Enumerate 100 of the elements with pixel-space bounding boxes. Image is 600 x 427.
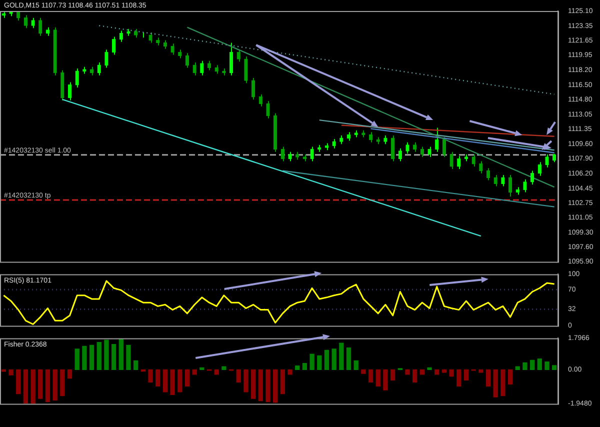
bar [38, 369, 43, 399]
bar [184, 369, 190, 386]
bar [222, 366, 226, 370]
candlestick [104, 49, 108, 68]
bar [126, 344, 131, 370]
bar [96, 342, 102, 370]
bar [82, 346, 87, 370]
bar [236, 369, 241, 382]
bar [354, 360, 358, 370]
bar [89, 344, 94, 370]
candlestick [266, 100, 270, 119]
bar [500, 369, 506, 396]
candlestick [472, 154, 476, 167]
candlestick [148, 32, 152, 44]
candlestick [523, 178, 527, 193]
candlestick [442, 136, 446, 158]
candlestick [545, 154, 549, 168]
bar [324, 350, 330, 370]
bar [339, 342, 344, 370]
candlestick [60, 70, 64, 101]
candlestick [68, 82, 72, 101]
candlestick [420, 146, 424, 158]
bar [170, 369, 175, 396]
bar [346, 347, 352, 370]
bar [295, 365, 300, 370]
candlestick [530, 170, 534, 185]
candlestick [38, 17, 42, 36]
bar [464, 369, 469, 381]
bar [280, 369, 285, 394]
bar [178, 369, 182, 392]
bar [508, 369, 513, 385]
bar [442, 369, 447, 373]
bar [376, 369, 380, 386]
bar [162, 369, 168, 392]
bar [134, 360, 138, 370]
bar [111, 344, 116, 370]
candlestick [192, 62, 196, 76]
bar [45, 369, 50, 402]
candlestick [170, 43, 174, 56]
bar [118, 338, 124, 370]
bar [449, 369, 454, 377]
bar [405, 369, 410, 375]
bar [288, 369, 292, 375]
bar [16, 369, 21, 394]
bar [310, 354, 314, 370]
bar [52, 369, 58, 400]
bar [317, 355, 322, 370]
candlestick [398, 148, 402, 162]
bar [104, 340, 109, 370]
bar [544, 361, 550, 370]
bar [427, 367, 432, 370]
bar [412, 369, 418, 382]
bar [537, 358, 542, 370]
bar [361, 369, 366, 374]
bar [522, 362, 528, 370]
bar [266, 369, 270, 402]
bar [383, 369, 388, 390]
bar [390, 369, 396, 381]
bar [8, 369, 14, 376]
candlestick [251, 77, 256, 100]
bar [515, 366, 520, 370]
bar [67, 369, 72, 379]
bar [478, 369, 484, 373]
candlestick [413, 142, 417, 152]
candlestick [450, 151, 454, 170]
bar [486, 369, 491, 386]
candlestick [207, 60, 212, 71]
candlestick [332, 138, 336, 149]
bar [148, 369, 153, 382]
bar [493, 369, 498, 398]
bar [250, 369, 256, 399]
bar [156, 369, 160, 386]
candlestick [244, 56, 248, 84]
candlestick [428, 146, 432, 158]
candlestick [310, 146, 314, 162]
bar [273, 369, 278, 403]
bar [530, 360, 535, 370]
bar [30, 369, 36, 404]
bar [258, 369, 263, 402]
candlestick [24, 14, 28, 29]
candlestick [457, 156, 461, 170]
bar [456, 369, 462, 386]
bar [302, 363, 308, 370]
bar [23, 369, 28, 404]
candlestick [31, 17, 35, 29]
candlestick [501, 174, 505, 187]
bar [332, 348, 336, 370]
bar [74, 348, 80, 370]
candlestick [112, 36, 116, 56]
bar [244, 369, 248, 392]
candlestick [406, 142, 410, 154]
bar [368, 369, 374, 382]
bar [200, 367, 204, 370]
bar [214, 369, 219, 375]
bar [1, 369, 6, 372]
bar [552, 365, 557, 370]
bar [434, 369, 440, 375]
bar [420, 369, 424, 375]
candlestick [288, 151, 292, 162]
bar [192, 369, 197, 375]
